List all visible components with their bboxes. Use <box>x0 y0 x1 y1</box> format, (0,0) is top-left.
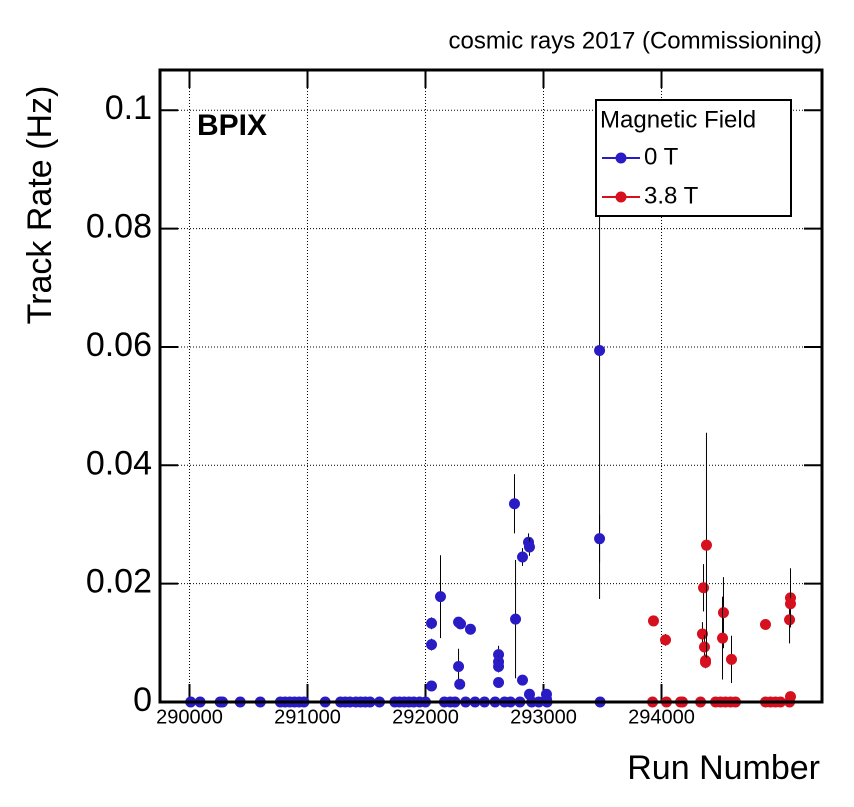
y-axis-label: Track Rate (Hz) <box>21 86 59 325</box>
data-point <box>698 641 710 653</box>
chart-title: cosmic rays 2017 (Commissioning) <box>449 27 822 54</box>
legend-label: 0 T <box>644 143 679 170</box>
data-point <box>696 628 708 640</box>
data-point <box>594 533 606 545</box>
x-tick-label: 292000 <box>392 706 459 728</box>
data-point <box>647 615 659 627</box>
data-point <box>784 614 796 626</box>
data-point <box>426 639 438 651</box>
data-point <box>508 498 520 510</box>
data-point <box>454 678 466 690</box>
data-point <box>523 688 535 700</box>
data-point <box>455 618 467 630</box>
y-tick-label: 0 <box>133 681 152 719</box>
data-point <box>660 634 672 646</box>
data-point <box>434 591 446 603</box>
data-point <box>759 618 771 630</box>
x-tick-label: 291000 <box>274 706 341 728</box>
y-tick-label: 0.08 <box>86 208 152 246</box>
data-point <box>493 676 505 688</box>
legend-title: Magnetic Field <box>600 106 756 133</box>
data-point <box>523 541 535 553</box>
data-point <box>426 680 438 692</box>
data-point <box>784 691 796 703</box>
annotation: BPIX <box>197 109 267 142</box>
data-point <box>493 660 505 672</box>
plot-frame <box>158 68 824 704</box>
data-point <box>517 674 529 686</box>
x-tick-label: 294000 <box>628 706 695 728</box>
legend-marker <box>615 191 627 203</box>
x-tick-label: 293000 <box>510 706 577 728</box>
data-point <box>594 344 606 356</box>
data-point <box>700 656 712 668</box>
x-axis-label: Run Number <box>627 749 820 787</box>
legend-marker <box>615 152 627 164</box>
data-point <box>784 598 796 610</box>
data-point <box>698 582 710 594</box>
y-tick-label: 0.1 <box>105 89 152 127</box>
data-point <box>517 551 529 563</box>
data-point <box>426 617 438 629</box>
data-point <box>510 613 522 625</box>
data-point <box>717 632 729 644</box>
data-point <box>464 623 476 635</box>
x-tick-label: 290000 <box>156 706 223 728</box>
legend-label: 3.8 T <box>644 182 699 209</box>
y-tick-label: 0.04 <box>86 444 152 482</box>
data-point <box>453 660 465 672</box>
y-tick-label: 0.06 <box>86 326 152 364</box>
data-point <box>717 607 729 619</box>
data-point <box>700 539 712 551</box>
y-tick-label: 0.02 <box>86 563 152 601</box>
data-point <box>725 653 737 665</box>
